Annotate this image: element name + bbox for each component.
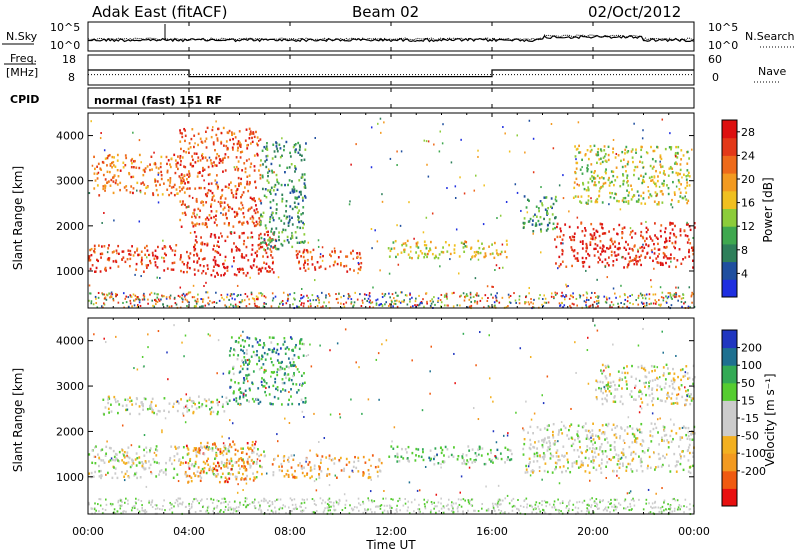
- velocity-panel: [87, 317, 696, 516]
- nsky-label: N.Sky: [6, 30, 38, 43]
- freq-label: Freq.: [10, 52, 37, 65]
- velocity-yticks: 1000 2000 3000 4000: [56, 335, 694, 484]
- nsearch-label: N.Search: [745, 30, 795, 43]
- time-tick-label: 16:00: [476, 525, 508, 538]
- freq-ytick-top: 18: [62, 53, 76, 66]
- cpid-label: CPID: [10, 93, 39, 106]
- colorbar-tick-label: -100: [741, 447, 766, 460]
- nave-ytick-bottom: 0: [712, 71, 719, 84]
- noise-ytick-left-top: 10^5: [50, 21, 80, 34]
- range-tick-label: 4000: [56, 130, 84, 143]
- colorbar-tick-label: 100: [741, 359, 762, 372]
- power-panel: [87, 112, 696, 310]
- time-tick-label: 00:00: [72, 525, 104, 538]
- frequency-trace: [88, 69, 694, 78]
- power-yticks: 1000 2000 3000 4000: [56, 130, 694, 278]
- time-axis-label: Time UT: [365, 538, 416, 552]
- velocity-colorbar: 200 100 50 15 -15 -50 -100 -200: [721, 329, 766, 507]
- range-tick-label: 3000: [56, 380, 84, 393]
- nsearch-line: [87, 34, 695, 41]
- colorbar-tick-label: 24: [741, 149, 755, 162]
- cpid-text: normal (fast) 151 RF: [94, 94, 222, 107]
- time-tick-label: 20:00: [577, 525, 609, 538]
- range-tick-label: 1000: [56, 265, 84, 278]
- power-ylabel: Slant Range [km]: [11, 166, 25, 270]
- noise-trace: [87, 24, 695, 43]
- range-tick-label: 3000: [56, 175, 84, 188]
- date-label: 02/Oct/2012: [588, 3, 681, 21]
- velocity-ylabel: Slant Range [km]: [11, 368, 25, 472]
- colorbar-tick-label: -50: [741, 430, 759, 443]
- noise-ytick-left-bottom: 10^0: [50, 39, 80, 52]
- velocity-colorbar-label: Velocity [m s⁻¹]: [763, 373, 777, 466]
- range-tick-label: 2000: [56, 425, 84, 438]
- velocity-heatmap: [88, 324, 696, 516]
- range-tick-label: 4000: [56, 335, 84, 348]
- colorbar-tick-label: 16: [741, 197, 755, 210]
- range-tick-label: 2000: [56, 220, 84, 233]
- power-colorbar-label: Power [dB]: [761, 177, 775, 242]
- noise-ytick-right-bottom: 10^0: [708, 39, 738, 52]
- power-colorbar: 4 8 12 16 20 24 28: [721, 119, 755, 298]
- range-tick-label: 1000: [56, 471, 84, 484]
- colorbar-tick-label: 15: [741, 394, 755, 407]
- colorbar-tick-label: 20: [741, 173, 755, 186]
- colorbar-tick-label: 4: [741, 267, 748, 280]
- time-tick-label: 08:00: [274, 525, 306, 538]
- noise-ytick-right-top: 10^5: [708, 21, 738, 34]
- freq-unit-label: [MHz]: [6, 66, 38, 79]
- radar-title: Adak East (fitACF): [92, 3, 227, 21]
- colorbar-tick-label: -15: [741, 412, 759, 425]
- beam-label: Beam 02: [352, 3, 419, 21]
- nave-ytick-top: 60: [708, 53, 722, 66]
- time-axis: 00:00 04:00 08:00 12:00 16:00 20:00 00:00: [72, 22, 710, 538]
- colorbar-tick-label: 28: [741, 126, 755, 139]
- colorbar-tick-label: -200: [741, 465, 766, 478]
- colorbar-tick-label: 12: [741, 220, 755, 233]
- freq-line: [88, 69, 694, 78]
- time-tick-label: 12:00: [375, 525, 407, 538]
- colorbar-tick-label: 8: [741, 244, 748, 257]
- time-tick-label: 04:00: [173, 525, 205, 538]
- colorbar-tick-label: 50: [741, 377, 755, 390]
- freq-ytick-bottom: 8: [68, 71, 75, 84]
- colorbar-tick-label: 200: [741, 342, 762, 355]
- nsky-line: [87, 34, 695, 43]
- nave-label: Nave: [758, 65, 786, 78]
- time-tick-label: 00:00: [678, 525, 710, 538]
